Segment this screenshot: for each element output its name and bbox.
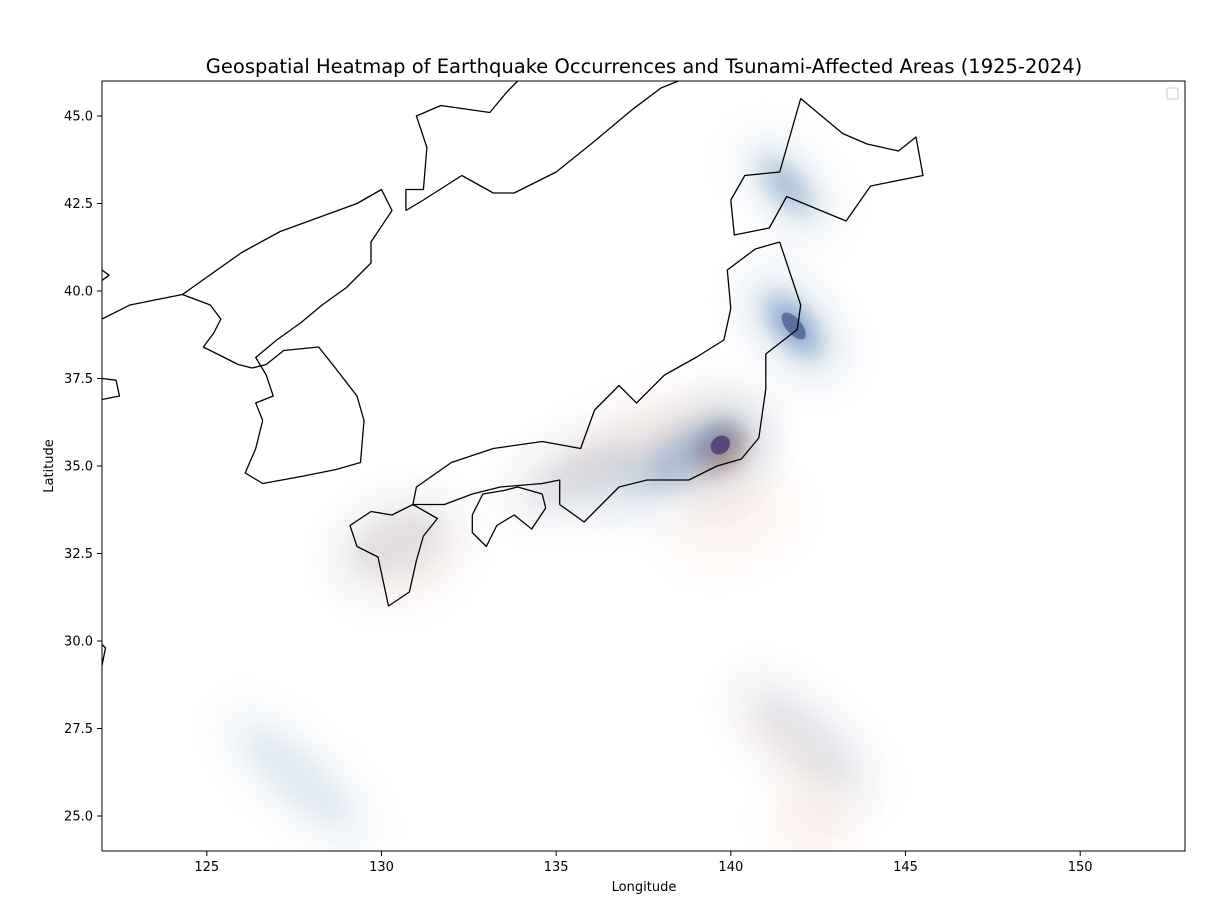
- coastline: [471, 486, 547, 548]
- x-axis: 125 130 135 140 145 150: [194, 851, 1093, 875]
- y-tick-label: 35.0: [64, 460, 93, 475]
- tsunami-hotspot: [513, 382, 739, 508]
- x-tick-label: 135: [544, 860, 569, 875]
- y-tick-label: 32.5: [64, 547, 93, 562]
- x-axis-label: Longitude: [612, 880, 677, 895]
- y-tick-label: 42.5: [64, 197, 93, 212]
- y-tick-label: 25.0: [64, 810, 93, 825]
- y-tick-label: 27.5: [64, 722, 93, 737]
- earthquake-hotspot: [219, 705, 376, 850]
- tsunami-hotspot: [726, 683, 861, 809]
- coastline: [102, 377, 121, 401]
- x-tick-label: 125: [194, 860, 219, 875]
- x-tick-label: 150: [1068, 860, 1093, 875]
- y-tick-label: 37.5: [64, 372, 93, 387]
- tsunami-hotspot: [663, 469, 798, 568]
- x-tick-label: 130: [369, 860, 394, 875]
- y-tick-label: 40.0: [64, 285, 93, 300]
- y-tick-label: 30.0: [64, 635, 93, 650]
- coastline: [730, 97, 924, 236]
- overlap-core: [710, 435, 731, 455]
- y-tick-label: 45.0: [64, 110, 93, 125]
- y-axis: 25.0 27.5 30.0 32.5 35.0 37.5 40.0 42.5 45.0: [64, 110, 102, 825]
- legend-box: [1166, 87, 1179, 100]
- density-layer: [219, 131, 881, 851]
- coastline: [102, 269, 110, 282]
- earthquake-hotspot: [744, 271, 844, 381]
- coastline-layer: [102, 81, 924, 666]
- coastline: [412, 241, 802, 523]
- y-axis-label: Latitude: [42, 439, 57, 493]
- coastline: [405, 81, 679, 212]
- coastline: [349, 503, 439, 607]
- x-tick-label: 140: [718, 860, 743, 875]
- coastline: [102, 188, 393, 485]
- coastline: [102, 644, 107, 666]
- chart-title: Geospatial Heatmap of Earthquake Occurre…: [206, 55, 1082, 78]
- x-tick-label: 145: [893, 860, 918, 875]
- coastline: [405, 81, 519, 211]
